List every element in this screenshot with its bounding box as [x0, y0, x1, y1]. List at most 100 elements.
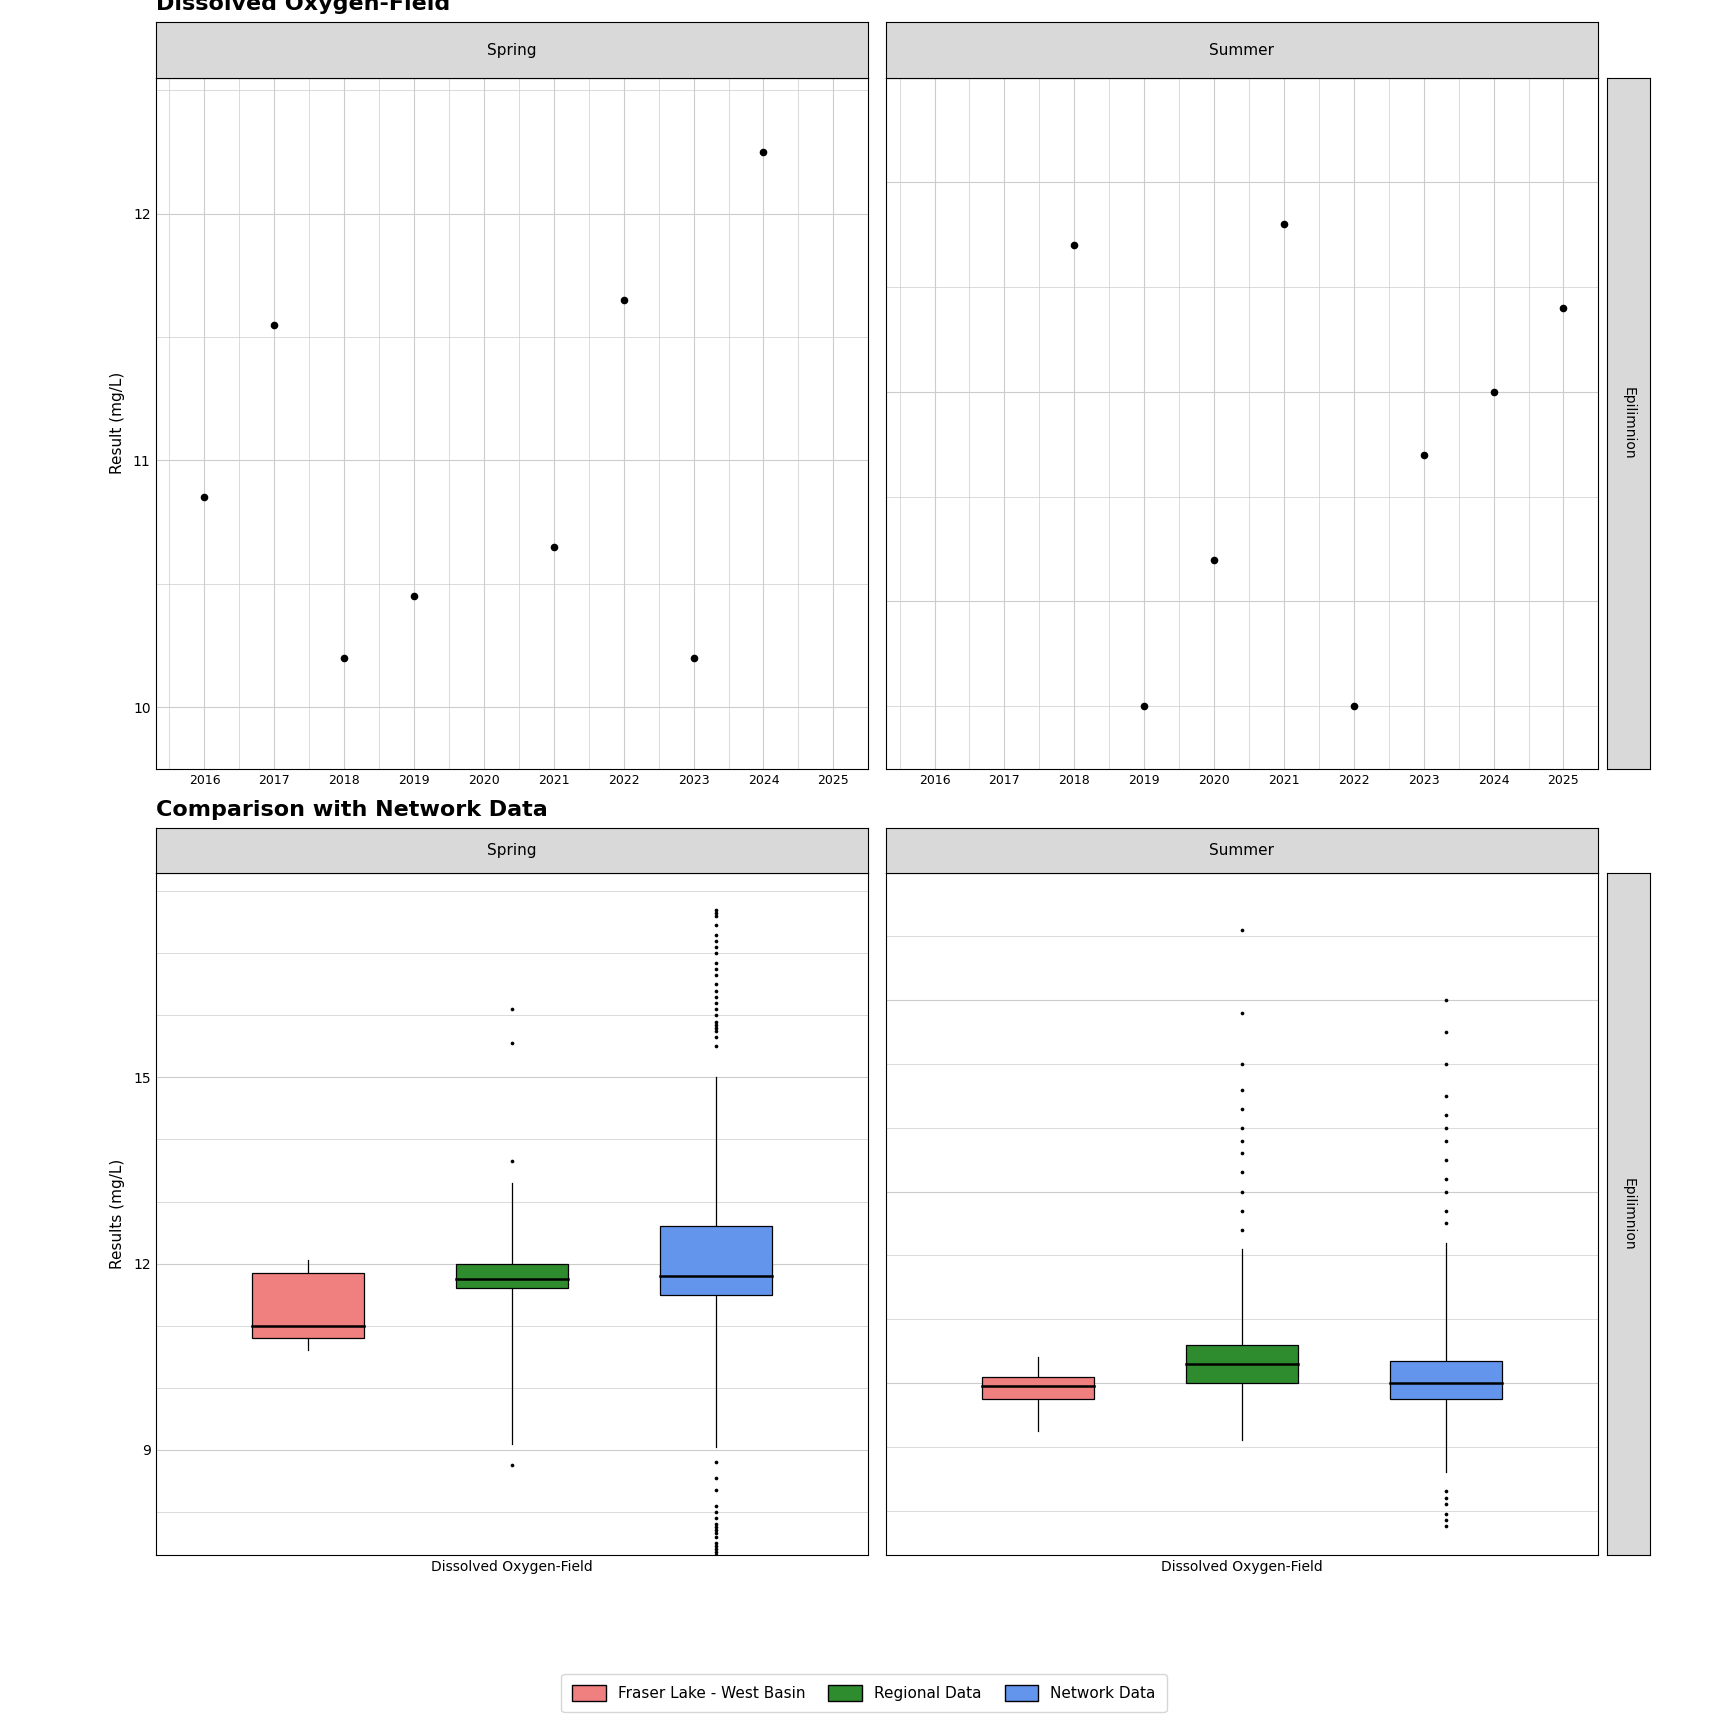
Point: [702, 926, 729, 954]
Point: [702, 940, 729, 968]
Point: [1433, 1198, 1460, 1225]
Point: [1229, 1159, 1256, 1187]
Point: [702, 1011, 729, 1039]
Point: [1433, 1165, 1460, 1192]
Point: [702, 983, 729, 1011]
Point: [1433, 1101, 1460, 1128]
Point: [1433, 1512, 1460, 1540]
Text: Spring: Spring: [487, 43, 537, 57]
Point: [702, 897, 729, 924]
Point: [330, 645, 358, 672]
Point: [1433, 1018, 1460, 1045]
Text: Epilimnion: Epilimnion: [1621, 387, 1636, 460]
Bar: [252, 1274, 365, 1337]
Point: [1410, 441, 1438, 468]
Point: [702, 1464, 729, 1491]
Point: [498, 1030, 525, 1058]
Point: [702, 1522, 729, 1550]
Point: [702, 912, 729, 940]
Point: [702, 1541, 729, 1569]
Point: [1433, 1477, 1460, 1505]
Text: Dissolved Oxygen-Field: Dissolved Oxygen-Field: [156, 0, 449, 14]
Point: [702, 1514, 729, 1541]
Point: [541, 532, 569, 560]
Point: [702, 933, 729, 961]
Point: [702, 1476, 729, 1503]
Bar: [1185, 1344, 1298, 1382]
Point: [1229, 1178, 1256, 1206]
Point: [702, 1491, 729, 1519]
Bar: [660, 1227, 772, 1294]
Point: [1229, 1077, 1256, 1104]
Point: [702, 1538, 729, 1566]
Point: [1433, 1146, 1460, 1173]
Point: [1433, 1507, 1460, 1534]
Point: [679, 645, 707, 672]
Point: [702, 1553, 729, 1581]
Y-axis label: Results (mg/L): Results (mg/L): [109, 1159, 124, 1268]
Point: [1229, 916, 1256, 943]
Text: Spring: Spring: [487, 843, 537, 859]
Bar: [1389, 1360, 1502, 1400]
Point: [702, 1560, 729, 1588]
Point: [1433, 1178, 1460, 1206]
Point: [702, 1517, 729, 1545]
Point: [702, 1529, 729, 1557]
Point: [702, 1033, 729, 1061]
Point: [1339, 693, 1367, 721]
Point: [702, 976, 729, 1004]
Point: [1201, 546, 1229, 574]
Legend: Fraser Lake - West Basin, Regional Data, Network Data: Fraser Lake - West Basin, Regional Data,…: [562, 1674, 1166, 1712]
Point: [1433, 987, 1460, 1014]
Point: [702, 1519, 729, 1547]
Point: [261, 311, 289, 339]
Point: [750, 138, 778, 166]
Point: [1061, 232, 1089, 259]
Point: [1433, 1484, 1460, 1512]
Point: [1433, 1210, 1460, 1237]
Point: [1229, 1127, 1256, 1154]
Point: [702, 1007, 729, 1035]
Point: [498, 1147, 525, 1175]
Point: [1229, 1096, 1256, 1123]
Point: [498, 1452, 525, 1479]
Point: [702, 1498, 729, 1526]
Point: [702, 1510, 729, 1538]
Text: Epilimnion: Epilimnion: [1621, 1177, 1636, 1251]
Point: [1130, 693, 1158, 721]
Bar: [456, 1263, 569, 1289]
Y-axis label: Result (mg/L): Result (mg/L): [109, 372, 124, 475]
Point: [702, 988, 729, 1016]
Point: [702, 1503, 729, 1531]
Point: [1229, 1115, 1256, 1142]
Point: [1479, 378, 1507, 406]
Point: [1229, 1217, 1256, 1244]
Point: [702, 995, 729, 1023]
Point: [1433, 1051, 1460, 1078]
Point: [702, 1533, 729, 1560]
Point: [702, 1014, 729, 1042]
Point: [702, 1448, 729, 1476]
Point: [1270, 211, 1298, 238]
Point: [702, 902, 729, 930]
Point: [1229, 1139, 1256, 1166]
Point: [1433, 1082, 1460, 1109]
Point: [702, 1002, 729, 1030]
Point: [1433, 1490, 1460, 1517]
Point: [401, 582, 429, 610]
Point: [498, 995, 525, 1023]
Point: [702, 1548, 729, 1576]
Point: [1229, 1051, 1256, 1078]
Point: [702, 899, 729, 926]
Point: [702, 971, 729, 999]
Bar: [982, 1377, 1094, 1400]
Point: [1229, 1198, 1256, 1225]
Point: [1433, 1500, 1460, 1528]
Point: [702, 949, 729, 976]
Point: [190, 484, 218, 511]
Point: [702, 921, 729, 949]
Text: Summer: Summer: [1210, 43, 1275, 57]
Point: [702, 1566, 729, 1593]
Point: [702, 956, 729, 983]
Text: Summer: Summer: [1210, 843, 1275, 859]
